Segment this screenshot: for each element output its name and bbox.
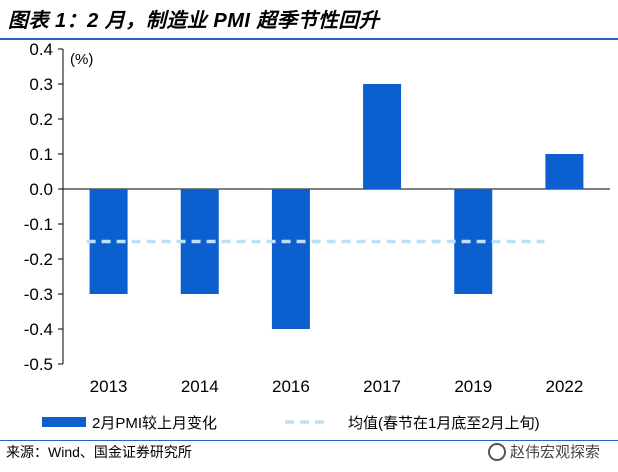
watermark: 赵伟宏观探索	[487, 441, 600, 462]
bar	[454, 189, 493, 294]
y-tick-label: -0.4	[24, 320, 53, 339]
y-tick-label: 0.3	[29, 75, 53, 94]
y-tick-label: 0.2	[29, 110, 53, 129]
x-tick-label: 2019	[454, 377, 492, 396]
y-tick-label: -0.1	[24, 215, 53, 234]
y-tick-label: 0.4	[29, 40, 53, 59]
y-tick-label: 0.0	[29, 180, 53, 199]
y-tick-label: -0.3	[24, 285, 53, 304]
x-tick-label: 2016	[272, 377, 310, 396]
footer-divider	[0, 440, 618, 441]
y-tick-label: 0.1	[29, 145, 53, 164]
bar	[363, 84, 402, 189]
y-axis-unit: (%)	[70, 51, 93, 68]
wechat-icon	[487, 442, 506, 461]
title-divider	[0, 38, 618, 40]
chart-title: 图表 1：2 月，制造业 PMI 超季节性回升	[8, 10, 380, 32]
x-tick-label: 2022	[546, 377, 584, 396]
legend-label-average: 均值(春节在1月底至2月上旬)	[348, 415, 540, 432]
x-tick-label: 2013	[90, 377, 128, 396]
bar	[271, 189, 310, 329]
y-tick-label: -0.5	[24, 355, 53, 374]
source-note: 来源：Wind、国金证券研究所	[6, 444, 192, 460]
x-tick-label: 2017	[363, 377, 401, 396]
bar	[545, 154, 584, 189]
legend-swatch-bar	[42, 417, 86, 427]
x-tick-label: 2014	[181, 377, 219, 396]
legend-label-bar: 2月PMI较上月变化	[92, 414, 217, 432]
y-tick-label: -0.2	[24, 250, 53, 269]
watermark-text: 赵伟宏观探索	[509, 444, 600, 461]
